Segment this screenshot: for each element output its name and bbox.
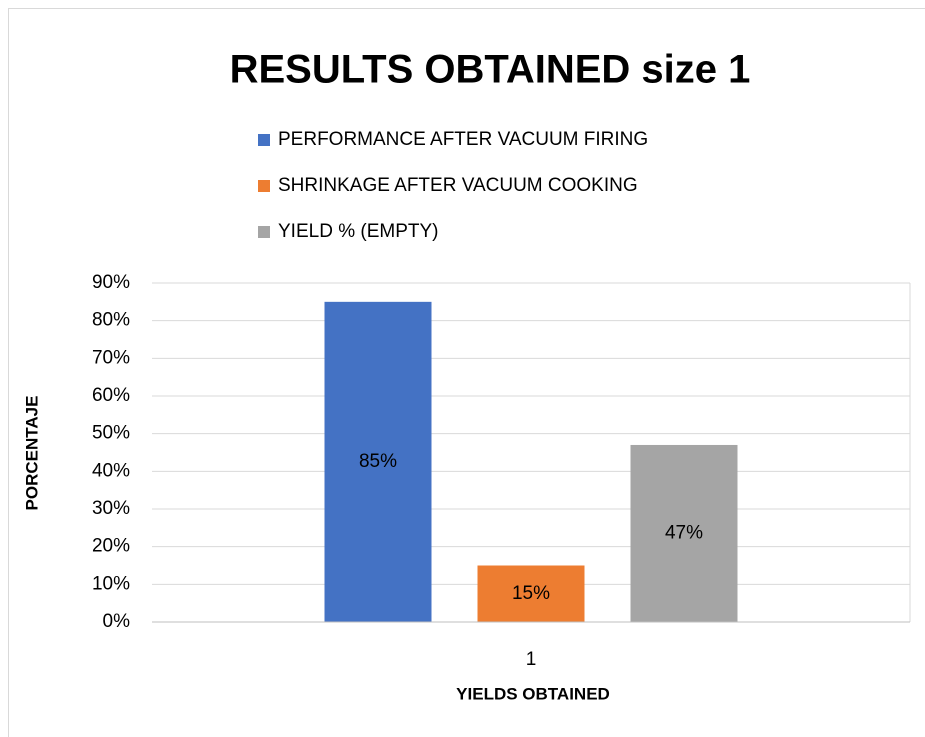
legend-swatch [258, 134, 270, 146]
data-label: 47% [665, 522, 703, 543]
chart-title: RESULTS OBTAINED size 1 [230, 48, 751, 92]
y-tick-label: 20% [92, 536, 130, 557]
legend-swatch [258, 226, 270, 238]
x-axis-title: YIELDS OBTAINED [456, 684, 610, 703]
y-tick-label: 40% [92, 460, 130, 481]
y-tick-label: 10% [92, 573, 130, 594]
y-tick-label: 80% [92, 310, 130, 331]
legend-label: PERFORMANCE AFTER VACUUM FIRING [278, 129, 648, 150]
legend-swatch [258, 180, 270, 192]
y-tick-label: 50% [92, 423, 130, 444]
chart-border [8, 8, 925, 737]
y-tick-label: 0% [103, 611, 131, 632]
y-tick-label: 30% [92, 498, 130, 519]
x-tick-label: 1 [526, 649, 537, 670]
y-tick-label: 90% [92, 272, 130, 293]
bar [630, 444, 738, 622]
bar [324, 301, 432, 622]
legend-label: YIELD % (EMPTY) [278, 221, 438, 242]
legend-label: SHRINKAGE AFTER VACUUM COOKING [278, 175, 638, 196]
bar [477, 565, 585, 622]
y-tick-label: 70% [92, 347, 130, 368]
data-label: 15% [512, 583, 550, 604]
y-axis-title: PORCENTAJE [22, 396, 41, 511]
data-label: 85% [359, 451, 397, 472]
y-tick-label: 60% [92, 385, 130, 406]
